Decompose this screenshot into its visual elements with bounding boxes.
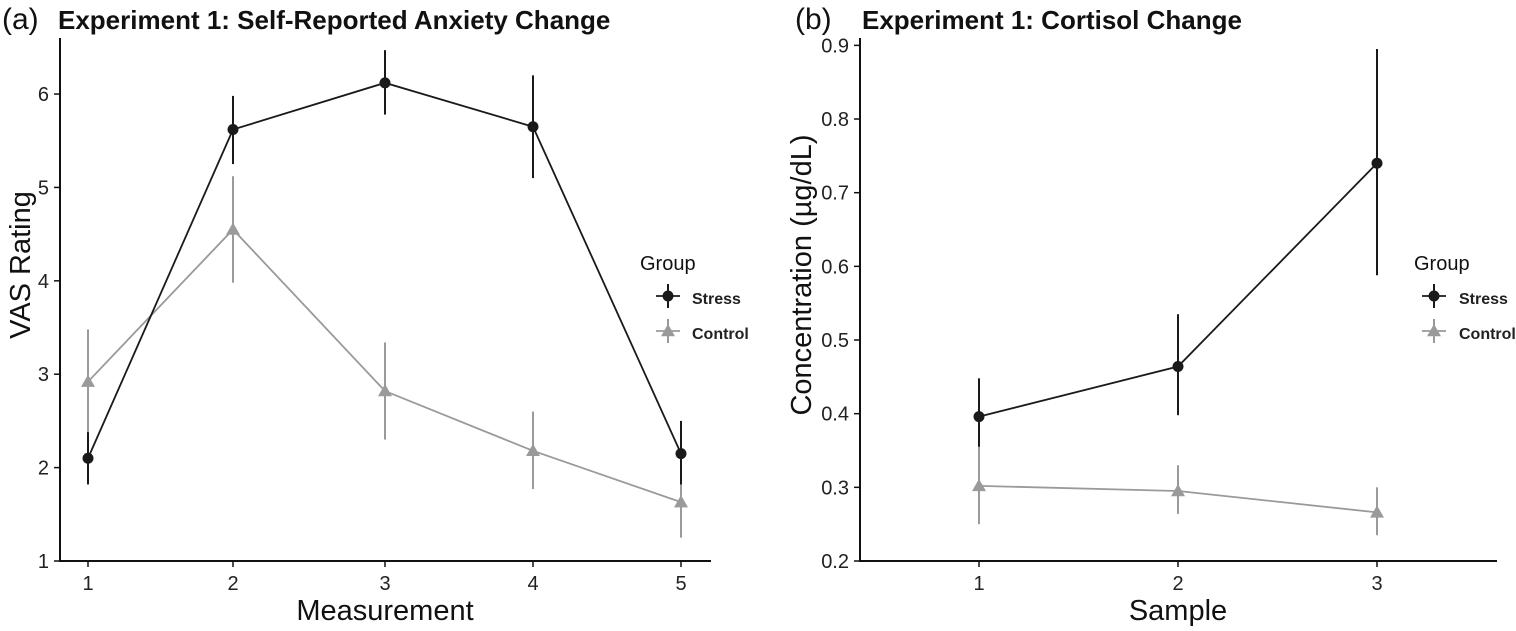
panel-a-point-control bbox=[526, 443, 540, 457]
panel-b-chart: (b) Experiment 1: Cortisol Change Concen… bbox=[786, 3, 1516, 627]
panel-b-point-stress bbox=[973, 411, 985, 423]
panel-b-y-tick-label: 0.7 bbox=[821, 183, 849, 205]
panel-b-legend-key-marker-control bbox=[1427, 324, 1441, 337]
panel-a-title: Experiment 1: Self-Reported Anxiety Chan… bbox=[58, 5, 610, 35]
panel-a-point-stress bbox=[379, 77, 391, 89]
panel-a-x-axis-title: Measurement bbox=[296, 595, 473, 627]
panel-b-series bbox=[972, 49, 1384, 536]
panel-a-legend-label-control: Control bbox=[692, 326, 749, 343]
panel-b-title: Experiment 1: Cortisol Change bbox=[862, 5, 1242, 35]
panel-b-y-tick-label: 0.6 bbox=[821, 256, 849, 278]
panel-b-legend: Group Stress Control bbox=[1414, 253, 1516, 343]
panel-a-y-tick-label: 4 bbox=[38, 271, 49, 293]
panel-b-x-tick-label: 3 bbox=[1371, 573, 1382, 595]
panel-a-legend: Group Stress Control bbox=[640, 253, 749, 343]
panel-b-series-control bbox=[972, 446, 1384, 536]
panel-a-legend-label-stress: Stress bbox=[692, 291, 741, 308]
panel-a-legend-keys bbox=[656, 284, 680, 343]
panel-a-y-tick-label: 6 bbox=[38, 84, 49, 106]
panel-b-point-stress bbox=[1371, 157, 1383, 169]
panel-a-legend-key-marker-control bbox=[661, 324, 675, 337]
panel-b-y-tick-label: 0.2 bbox=[821, 551, 849, 573]
panel-a-x-tick-label: 1 bbox=[82, 573, 93, 595]
panel-b-y-tick-label: 0.4 bbox=[821, 404, 849, 426]
panel-a-point-control bbox=[81, 374, 95, 387]
panel-a-legend-key-marker-stress bbox=[662, 290, 674, 302]
panel-b-label: (b) bbox=[795, 3, 832, 36]
panel-a-point-control bbox=[674, 495, 688, 508]
panel-b-y-ticks: 0.2 0.3 0.4 0.5 0.6 0.7 0.8 0.9 bbox=[821, 35, 860, 573]
panel-a-chart: (a) Experiment 1: Self-Reported Anxiety … bbox=[2, 3, 749, 627]
panel-a-label: (a) bbox=[2, 3, 39, 36]
panel-b-x-tick-label: 2 bbox=[1172, 573, 1183, 595]
panel-b-point-stress bbox=[1172, 361, 1184, 373]
panel-a-series-control bbox=[81, 176, 688, 538]
panel-b-legend-keys bbox=[1422, 284, 1446, 343]
panel-a-point-stress bbox=[675, 448, 687, 460]
panel-b-legend-title: Group bbox=[1414, 253, 1470, 275]
panel-b-y-tick-label: 0.8 bbox=[821, 109, 849, 131]
panel-a-y-tick-label: 2 bbox=[38, 458, 49, 480]
panel-b-point-control bbox=[1171, 484, 1185, 497]
panel-b-x-axis-title: Sample bbox=[1129, 595, 1227, 627]
panel-b-y-tick-label: 0.9 bbox=[821, 35, 849, 57]
panel-b-y-axis-title: Concentration (µg/dL) bbox=[786, 134, 818, 415]
panel-b-point-control bbox=[1370, 505, 1384, 518]
panel-b-x-ticks: 1 2 3 bbox=[973, 561, 1383, 595]
panel-a-x-ticks: 1 2 3 4 5 bbox=[82, 561, 687, 595]
panel-a-series bbox=[81, 50, 688, 538]
panel-a-point-stress bbox=[227, 124, 239, 136]
panel-a-point-control bbox=[226, 222, 240, 235]
panel-a-point-stress bbox=[527, 121, 539, 133]
panel-b-y-tick-label: 0.3 bbox=[821, 477, 849, 499]
panel-a-point-stress bbox=[82, 452, 94, 464]
panel-a-x-tick-label: 2 bbox=[227, 573, 238, 595]
panel-a-y-tick-label: 5 bbox=[38, 177, 49, 199]
panel-a-y-axis-title: VAS Rating bbox=[5, 191, 37, 339]
panel-a-x-tick-label: 3 bbox=[379, 573, 390, 595]
panel-a-x-tick-label: 4 bbox=[527, 573, 538, 595]
panel-a-series-stress bbox=[82, 50, 687, 485]
panel-b-point-control bbox=[972, 478, 986, 492]
panel-a-point-control bbox=[378, 384, 392, 397]
panel-b-legend-label-control: Control bbox=[1459, 326, 1516, 343]
panel-a-x-tick-label: 5 bbox=[675, 573, 686, 595]
panel-a-y-ticks: 1 2 3 4 5 6 bbox=[38, 84, 60, 573]
panel-b-x-tick-label: 1 bbox=[973, 573, 984, 595]
panel-b-legend-label-stress: Stress bbox=[1459, 291, 1508, 308]
panel-a-legend-title: Group bbox=[640, 253, 696, 275]
panel-b-y-tick-label: 0.5 bbox=[821, 330, 849, 352]
panel-b-series-stress bbox=[973, 49, 1383, 447]
panel-b-legend-key-marker-stress bbox=[1428, 290, 1440, 302]
panel-a-y-tick-label: 1 bbox=[38, 551, 49, 573]
panel-a-y-tick-label: 3 bbox=[38, 364, 49, 386]
